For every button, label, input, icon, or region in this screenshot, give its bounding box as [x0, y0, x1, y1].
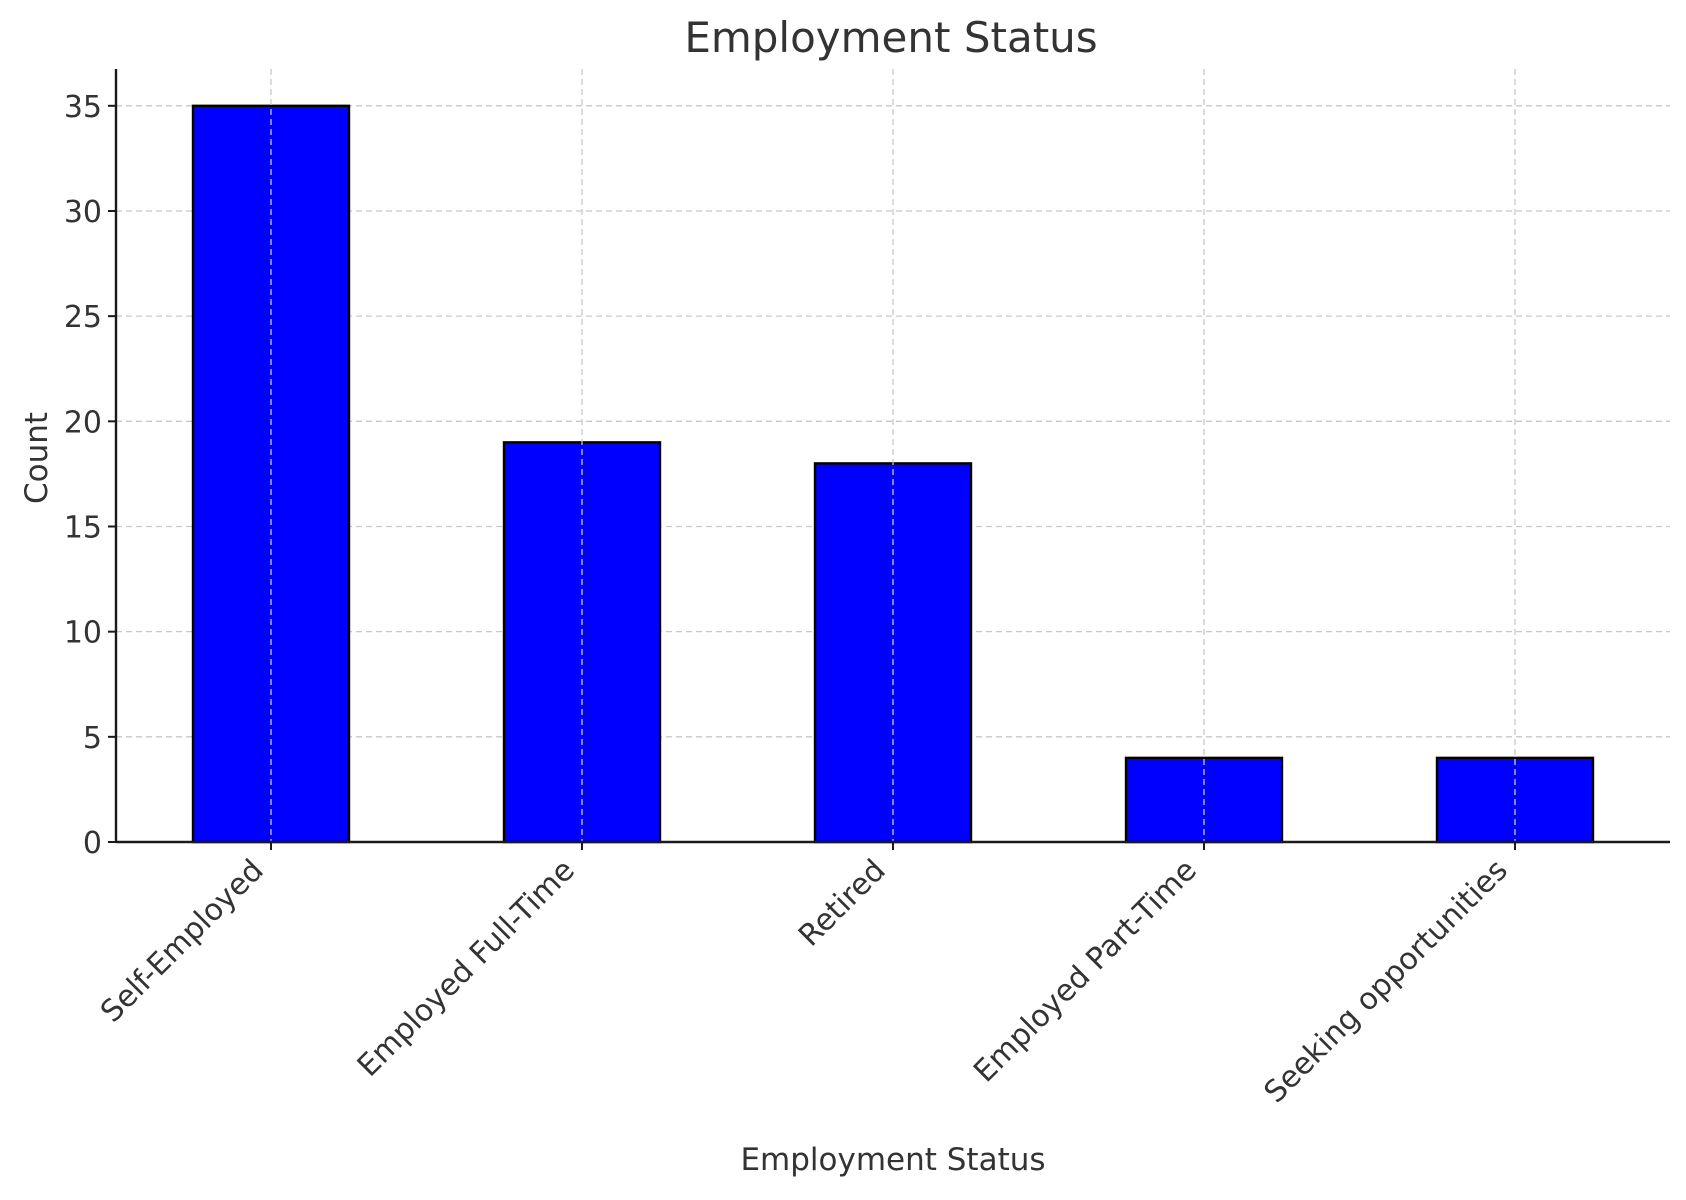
x-axis-label: Employment Status	[740, 1142, 1045, 1178]
x-tick-label: Employed Part-Time	[967, 853, 1203, 1089]
vertical-grid-lines	[270, 69, 1516, 842]
x-tick-labels: Self-Employed Employed Full-Time Retired Em…	[94, 842, 1516, 1110]
chart-title: Employment Status	[684, 13, 1097, 62]
y-tick-label: 35	[64, 90, 102, 125]
grid-lines	[116, 105, 1670, 738]
y-tick-label: 15	[64, 510, 102, 545]
y-tick-label: 0	[83, 826, 102, 861]
x-tick-label: Retired	[792, 853, 893, 954]
y-tick-label: 10	[64, 616, 102, 651]
x-tick-label: Self-Employed	[94, 853, 271, 1030]
y-tick-label: 5	[83, 721, 102, 756]
y-axis-label: Count	[19, 412, 55, 504]
x-tick-label: Employed Full-Time	[351, 853, 582, 1084]
x-tick-label: Seeking opportunities	[1257, 853, 1514, 1110]
y-tick-label: 20	[64, 405, 102, 440]
y-tick-labels: 0 5 10 15 20 25 30 35	[64, 90, 116, 861]
y-tick-label: 25	[64, 300, 102, 335]
y-tick-label: 30	[64, 195, 102, 230]
